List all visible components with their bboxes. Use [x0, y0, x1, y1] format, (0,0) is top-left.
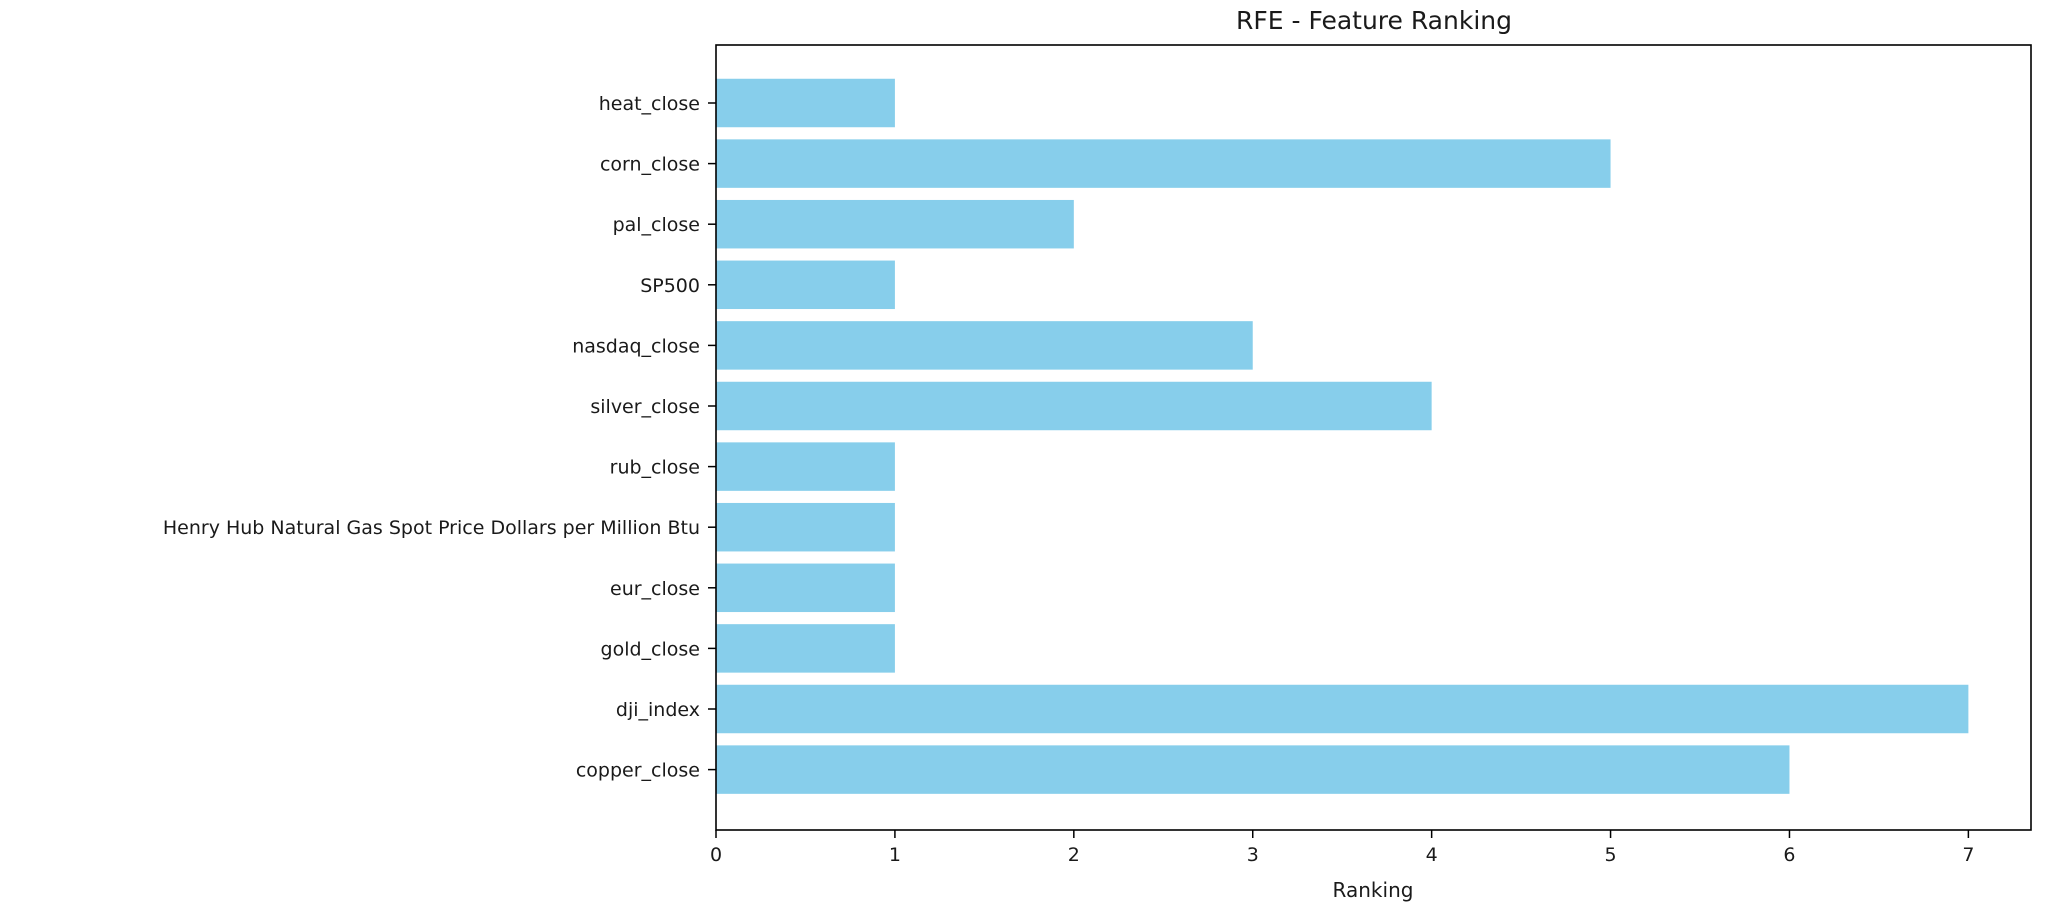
x-tick-label: 4 — [1426, 844, 1438, 866]
y-tick-label: nasdaq_close — [572, 335, 700, 357]
y-tick-label: eur_close — [610, 578, 700, 600]
bar-8 — [716, 563, 895, 613]
y-tick-label: rub_close — [610, 457, 700, 479]
bar-7 — [716, 502, 895, 552]
x-tick-label: 1 — [889, 844, 901, 866]
chart-title: RFE - Feature Ranking — [1236, 6, 1512, 35]
y-tick-label: pal_close — [613, 214, 700, 236]
bar-1 — [716, 139, 1611, 188]
bar-0 — [716, 78, 895, 128]
x-tick-label: 2 — [1068, 844, 1080, 866]
plot-frame — [715, 44, 2032, 831]
y-tick-label: copper_close — [576, 760, 700, 782]
bar-6 — [716, 442, 895, 491]
y-tick-label: gold_close — [601, 638, 700, 660]
bar-10 — [716, 684, 1969, 734]
x-tick-label: 3 — [1247, 844, 1259, 866]
bar-11 — [716, 745, 1790, 794]
y-axis: heat_close corn_close pal_close SP500 nasdaq… — [163, 93, 716, 782]
bars-layer — [716, 78, 1969, 794]
y-tick-label: silver_close — [590, 396, 700, 418]
y-tick-label: SP500 — [640, 275, 700, 297]
bar-5 — [716, 381, 1432, 431]
y-tick-label: corn_close — [600, 154, 700, 176]
bar-2 — [716, 199, 1074, 249]
x-tick-label: 7 — [1962, 844, 1974, 866]
bar-3 — [716, 260, 895, 310]
y-tick-label: heat_close — [599, 93, 700, 115]
x-tick-label: 0 — [710, 844, 722, 866]
x-tick-label: 5 — [1605, 844, 1617, 866]
x-axis-label: Ranking — [1333, 878, 1414, 902]
bar-4 — [716, 321, 1253, 370]
y-tick-label: Henry Hub Natural Gas Spot Price Dollars… — [163, 517, 700, 539]
x-axis: 0 1 2 3 4 5 6 7 — [710, 830, 1974, 866]
bar-9 — [716, 624, 895, 673]
x-tick-label: 6 — [1783, 844, 1795, 866]
y-tick-label: dji_index — [616, 699, 700, 721]
